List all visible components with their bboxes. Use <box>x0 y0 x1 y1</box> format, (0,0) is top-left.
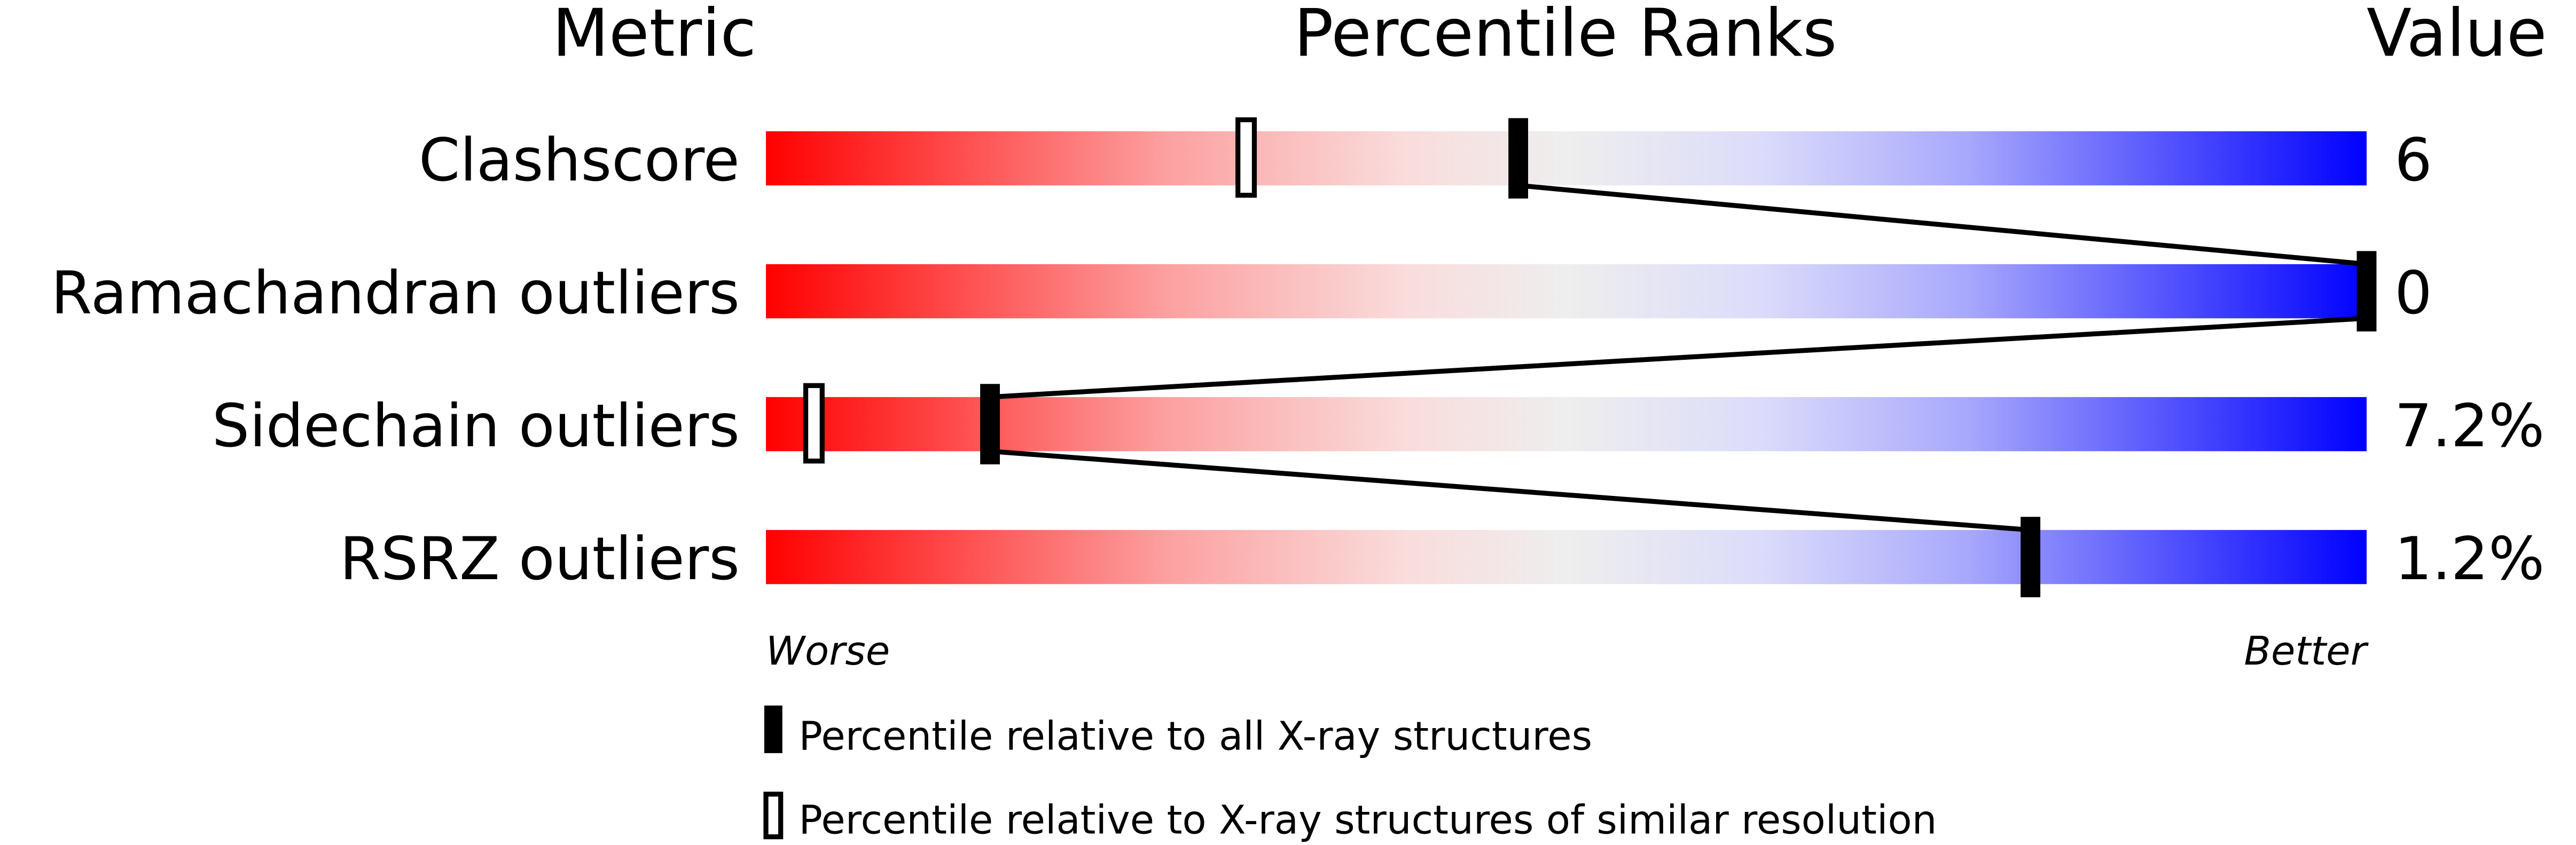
percentile-bar <box>766 131 2367 186</box>
legend-similar-label: Percentile relative to X-ray structures … <box>799 797 1937 843</box>
percentile-connector <box>1518 183 2367 267</box>
header-percentile-ranks: Percentile Ranks <box>1294 0 1837 72</box>
percentile-bar <box>766 397 2367 452</box>
legend-all-marker <box>764 705 782 753</box>
axis-better-label: Better <box>2244 629 2369 674</box>
metric-label: Clashscore <box>419 126 740 195</box>
axis-worse-label: Worse <box>766 629 890 674</box>
metric-value: 6 <box>2394 126 2432 195</box>
metric-value: 7.2% <box>2394 392 2544 461</box>
percentile-connector <box>990 448 2031 533</box>
percentile-bar <box>766 530 2367 585</box>
metric-row: RSRZ outliers 1.2% <box>340 517 2544 597</box>
metric-label: RSRZ outliers <box>340 525 740 594</box>
percentile-connector <box>990 315 2367 400</box>
header-metric: Metric <box>552 0 756 72</box>
metric-row: Ramachandran outliers 0 <box>51 251 2432 331</box>
metric-row: Sidechain outliers 7.2% <box>212 383 2544 464</box>
metric-label: Sidechain outliers <box>212 392 740 461</box>
header-value: Value <box>2367 0 2547 72</box>
metric-value: 0 <box>2394 259 2432 328</box>
marker-similar-resolution <box>1235 117 1257 198</box>
marker-similar-resolution <box>803 383 825 464</box>
legend-all-label: Percentile relative to all X-ray structu… <box>799 714 1593 760</box>
legend-similar-marker <box>763 792 784 840</box>
metric-label: Ramachandran outliers <box>51 259 739 328</box>
metric-value: 1.2% <box>2394 525 2544 594</box>
metric-row: Clashscore 6 <box>419 117 2432 199</box>
percentile-bar <box>766 264 2367 319</box>
